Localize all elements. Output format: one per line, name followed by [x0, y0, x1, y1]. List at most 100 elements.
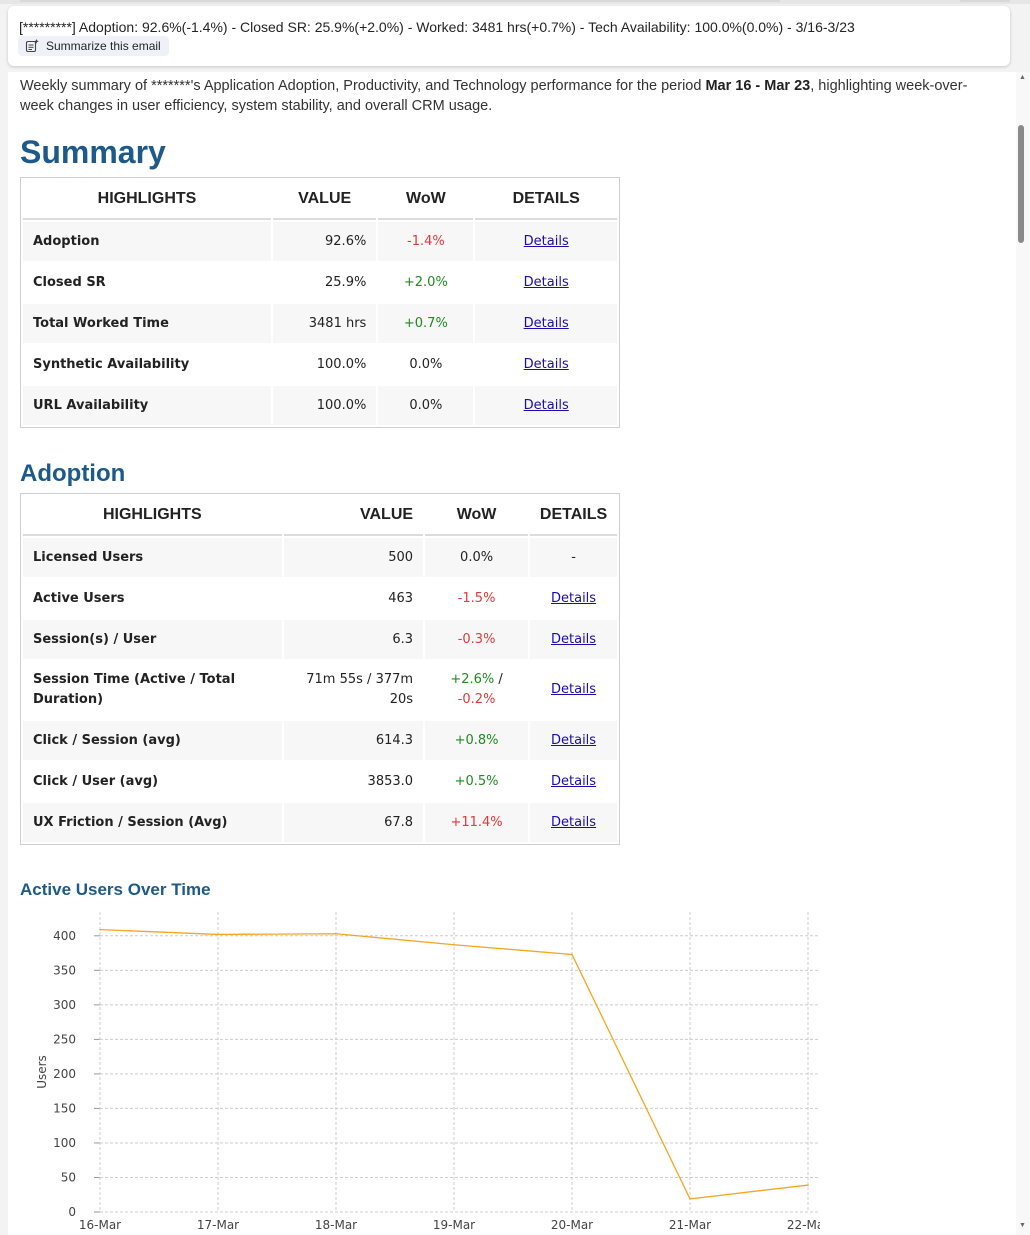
summary-heading: Summary — [20, 134, 166, 170]
metric-value: 500 — [283, 538, 424, 577]
email-header: [*********] Adoption: 92.6%(-1.4%) - Clo… — [8, 6, 1010, 66]
metric-wow: 0.0% — [378, 386, 474, 425]
top-strip — [0, 0, 1030, 4]
metric-wow: +0.5% — [425, 762, 529, 801]
details-link[interactable]: Details — [551, 682, 597, 697]
data-point — [453, 943, 455, 946]
metric-wow: 0.0% — [378, 345, 474, 384]
details-link[interactable]: Details — [551, 632, 597, 647]
table-row: Active Users 463 -1.5% Details — [23, 579, 617, 618]
scroll-down-arrow-icon[interactable]: ▼ — [1019, 1222, 1026, 1229]
details-link[interactable]: Details — [551, 733, 597, 748]
table-row: Synthetic Availability 100.0% 0.0% Detai… — [23, 345, 617, 384]
table-row: Total Worked Time 3481 hrs +0.7% Details — [23, 304, 617, 343]
metric-name: UX Friction / Session (Avg) — [23, 803, 282, 842]
scroll-up-arrow-icon[interactable]: ▲ — [1019, 74, 1026, 81]
intro-paragraph: Weekly summary of *******'s Application … — [20, 76, 990, 116]
y-tick-label: 250 — [53, 1032, 76, 1046]
details-link[interactable]: Details — [523, 234, 569, 249]
metric-wow: -0.3% — [425, 620, 529, 659]
metric-value: 71m 55s / 377m 20s — [283, 661, 424, 719]
data-point — [571, 953, 573, 956]
metric-wow: +0.7% — [378, 304, 474, 343]
col-header-wow: WoW — [425, 496, 529, 536]
intro-text: Weekly summary of *******'s Application … — [20, 78, 706, 94]
table-row: Click / Session (avg) 614.3 +0.8% Detail… — [23, 721, 617, 760]
wow-separator: / — [494, 672, 503, 687]
x-tick-label: 16-Mar — [79, 1218, 121, 1232]
wow-total: -0.2% — [457, 692, 496, 707]
y-tick-label: 0 — [68, 1205, 76, 1219]
x-tick-label: 20-Mar — [551, 1218, 593, 1232]
metric-name: Session Time (Active / Total Duration) — [23, 661, 282, 719]
details-link[interactable]: Details — [551, 774, 597, 789]
metric-value: 6.3 — [283, 620, 424, 659]
table-row: Click / User (avg) 3853.0 +0.5% Details — [23, 762, 617, 801]
x-tick-label: 21-Mar — [669, 1218, 711, 1232]
table-row: UX Friction / Session (Avg) 67.8 +11.4% … — [23, 803, 617, 842]
x-tick-label: 22-Mar — [787, 1218, 820, 1232]
metric-value: 614.3 — [283, 721, 424, 760]
metric-name: Total Worked Time — [23, 304, 271, 343]
x-tick-label: 18-Mar — [315, 1218, 357, 1232]
metric-value: 3853.0 — [283, 762, 424, 801]
y-tick-label: 100 — [53, 1136, 76, 1150]
col-header-highlights: HIGHLIGHTS — [23, 496, 282, 536]
metric-name: Licensed Users — [23, 538, 282, 577]
metric-wow: +0.8% — [425, 721, 529, 760]
top-strip-segment — [20, 0, 780, 2]
metric-wow: +2.6% / -0.2% — [425, 661, 529, 719]
metric-wow: 0.0% — [425, 538, 529, 577]
y-tick-label: 400 — [53, 929, 76, 943]
details-link[interactable]: Details — [523, 275, 569, 290]
x-tick-label: 19-Mar — [433, 1218, 475, 1232]
col-header-value: VALUE — [283, 496, 424, 536]
table-row: Licensed Users 500 0.0% - — [23, 538, 617, 577]
x-tick-label: 17-Mar — [197, 1218, 239, 1232]
metric-name: Click / Session (avg) — [23, 721, 282, 760]
y-tick-label: 300 — [53, 998, 76, 1012]
summarize-email-button[interactable]: Summarize this email — [18, 36, 169, 56]
metric-value: 3481 hrs — [273, 304, 377, 343]
scrollbar[interactable]: ▲ ▼ — [1016, 72, 1030, 1235]
table-row: Session Time (Active / Total Duration) 7… — [23, 661, 617, 719]
details-link[interactable]: Details — [551, 815, 597, 830]
table-row: Closed SR 25.9% +2.0% Details — [23, 263, 617, 302]
details-link[interactable]: Details — [523, 357, 569, 372]
metric-name: Closed SR — [23, 263, 271, 302]
metric-value: 100.0% — [273, 386, 377, 425]
metric-wow: +2.0% — [378, 263, 474, 302]
active-users-chart: 0 50 100 150 200 250 300 350 400 16-Mar 17-Mar 18-M… — [20, 902, 829, 1235]
metric-wow: -1.5% — [425, 579, 529, 618]
metric-name: Active Users — [23, 579, 282, 618]
metric-value: 100.0% — [273, 345, 377, 384]
col-header-details: DETAILS — [530, 496, 617, 536]
adoption-table: HIGHLIGHTS VALUE WoW DETAILS Licensed Us… — [20, 493, 620, 845]
data-point — [807, 1184, 809, 1186]
y-tick-label: 200 — [53, 1067, 76, 1081]
metric-wow: -1.4% — [378, 222, 474, 261]
col-header-highlights: HIGHLIGHTS — [23, 180, 271, 220]
metric-value: 25.9% — [273, 263, 377, 302]
table-row: Session(s) / User 6.3 -0.3% Details — [23, 620, 617, 659]
metric-wow: +11.4% — [425, 803, 529, 842]
details-link[interactable]: Details — [551, 591, 597, 606]
y-axis-label: Users — [35, 1055, 49, 1089]
col-header-details: DETAILS — [475, 180, 617, 220]
summarize-label: Summarize this email — [46, 39, 161, 53]
y-tick-label: 350 — [53, 963, 76, 977]
metric-value: 92.6% — [273, 222, 377, 261]
details-link[interactable]: Details — [523, 398, 569, 413]
metric-name: Click / User (avg) — [23, 762, 282, 801]
metric-name: Adoption — [23, 222, 271, 261]
col-header-value: VALUE — [273, 180, 377, 220]
email-body: Weekly summary of *******'s Application … — [8, 72, 1016, 1235]
adoption-heading: Adoption — [20, 460, 126, 487]
metric-name: URL Availability — [23, 386, 271, 425]
chart-title: Active Users Over Time — [20, 880, 211, 899]
details-link[interactable]: Details — [523, 316, 569, 331]
scroll-thumb[interactable] — [1018, 125, 1024, 243]
metric-name: Synthetic Availability — [23, 345, 271, 384]
table-row: Adoption 92.6% -1.4% Details — [23, 222, 617, 261]
intro-text-end: , highlighting week-over-week changes in… — [20, 78, 968, 114]
